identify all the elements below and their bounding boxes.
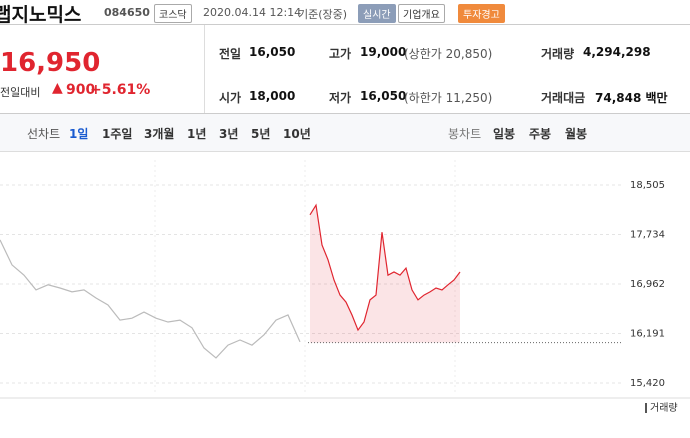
y-tick-label: 15,420 <box>630 378 665 389</box>
candle-tab[interactable]: 월봉 <box>565 127 588 141</box>
stat-value: 4,294,298 <box>583 45 651 59</box>
y-tick-label: 18,505 <box>630 180 665 191</box>
stat-value: 18,000 <box>249 89 296 103</box>
period-tab[interactable]: 5년 <box>251 127 271 141</box>
candle-tab[interactable]: 일봉 <box>493 127 516 141</box>
basis: 기준(장중) <box>298 8 348 21</box>
change-rate: +5.61% <box>90 82 151 98</box>
divider <box>204 25 205 113</box>
period-tab[interactable]: 3년 <box>219 127 239 141</box>
period-tab[interactable]: 1년 <box>187 127 207 141</box>
stat-value: 16,050 <box>249 45 296 59</box>
candle-chart-label: 봉차트 <box>448 127 482 141</box>
stat-label: 시가 <box>219 91 242 105</box>
stat-label: 고가 <box>329 47 352 61</box>
divider <box>0 24 690 25</box>
stock-code: 084650 <box>104 6 150 19</box>
volume-legend-icon <box>645 403 647 413</box>
stat-value: 19,000 <box>360 45 407 59</box>
period-tab[interactable]: 10년 <box>283 127 311 141</box>
stat-note: (하한가 11,250) <box>404 91 493 105</box>
price-line <box>309 203 461 332</box>
tab-bar <box>0 113 690 152</box>
current-price: 16,950 <box>0 48 101 78</box>
period-tab[interactable]: 1주일 <box>102 127 133 141</box>
market-badge: 코스닥 <box>154 4 192 23</box>
change-label: 전일대비 <box>0 86 41 99</box>
y-tick-label: 16,191 <box>630 329 665 340</box>
chart: 거래량 15,420 16,191 16,962 17,734 18,505 <box>0 160 690 414</box>
stat-label: 저가 <box>329 91 352 105</box>
volume-label: 거래량 <box>650 402 678 414</box>
company-button[interactable]: 기업개요 <box>398 4 445 23</box>
line-chart-label: 선차트 <box>27 127 61 141</box>
area <box>310 205 460 343</box>
period-tab[interactable]: 3개월 <box>144 127 175 141</box>
stat-label: 거래량 <box>541 47 575 61</box>
stat-label: 거래대금 <box>541 91 586 105</box>
stat-note: (상한가 20,850) <box>404 47 493 61</box>
stat-label: 전일 <box>219 47 242 61</box>
y-tick-label: 17,734 <box>630 229 665 240</box>
stat-value: 16,050 <box>360 89 407 103</box>
change: 900 <box>66 82 96 98</box>
datetime: 2020.04.14 12:14 <box>203 6 302 19</box>
stock-name: 랩지노믹스 <box>0 4 82 26</box>
candle-tab[interactable]: 주봉 <box>529 127 552 141</box>
change-icon: ▲ <box>52 80 63 96</box>
warning-button[interactable]: 투자경고 <box>458 4 505 23</box>
stat-value: 74,848 백만 <box>595 91 668 105</box>
period-tab[interactable]: 1일 <box>69 127 89 141</box>
y-tick-label: 16,962 <box>630 279 665 290</box>
price-line <box>0 239 301 359</box>
realtime-button[interactable]: 실시간 <box>358 4 396 23</box>
